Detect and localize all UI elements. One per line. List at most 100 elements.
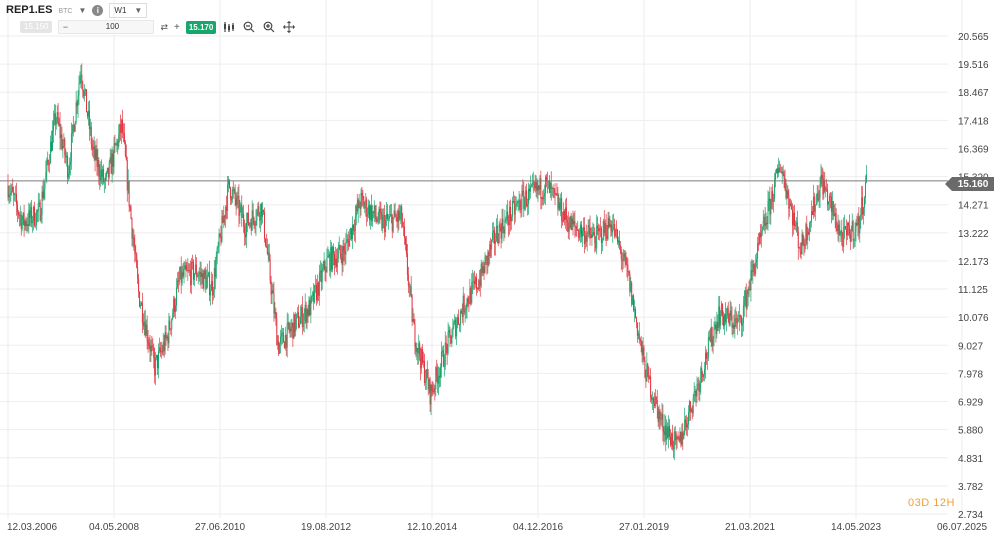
candle-body — [29, 210, 31, 218]
candle-body — [834, 213, 836, 217]
candle-body — [159, 347, 161, 353]
candle — [715, 321, 717, 343]
candle-body — [269, 259, 271, 281]
candle-body — [109, 156, 111, 162]
timeframe-select[interactable]: W1 ▼ — [109, 2, 148, 18]
candle — [522, 179, 524, 197]
candle — [835, 208, 837, 232]
candle-body — [417, 347, 419, 354]
candle — [587, 219, 589, 237]
candle-body — [578, 230, 580, 238]
candle — [106, 167, 108, 174]
candle-body — [20, 214, 22, 229]
candle — [834, 203, 836, 228]
candle — [396, 210, 398, 228]
candle-body — [386, 213, 388, 219]
candle-body — [140, 305, 141, 307]
candle-body — [352, 224, 354, 231]
candle — [774, 172, 776, 202]
symbol-dropdown-icon[interactable]: ▼ — [78, 5, 87, 15]
candle-body — [473, 280, 475, 282]
crosshair-move-icon[interactable] — [282, 20, 296, 34]
candle-body — [454, 319, 456, 323]
candle-body — [627, 265, 629, 272]
candle-body — [394, 210, 396, 217]
candle-body — [270, 280, 272, 295]
candle — [207, 263, 209, 288]
candle-body — [174, 299, 176, 312]
candle — [606, 225, 608, 241]
candle-body — [514, 206, 516, 215]
candle-body — [549, 182, 551, 194]
zoom-in-icon[interactable] — [262, 20, 276, 34]
candle-body — [477, 288, 479, 289]
candle — [458, 323, 460, 332]
candle — [144, 309, 146, 338]
candle — [121, 118, 123, 144]
sell-price-button[interactable]: 15.150 — [20, 21, 53, 33]
candle-body — [296, 313, 298, 320]
candle — [486, 255, 488, 275]
date-tick-label: 27.06.2010 — [195, 522, 245, 533]
candle-type-icon[interactable] — [222, 20, 236, 34]
candle — [160, 341, 162, 359]
candle-body — [372, 211, 374, 214]
candle-body — [7, 185, 9, 198]
candle-body — [712, 338, 714, 347]
candle-body — [183, 269, 185, 277]
candle — [403, 221, 405, 237]
candle-body — [152, 346, 154, 348]
candle-body — [713, 327, 715, 339]
candle — [417, 347, 419, 365]
candle-body — [167, 336, 169, 344]
candle-body — [294, 314, 296, 332]
candle-body — [811, 211, 813, 215]
info-icon[interactable]: i — [92, 4, 104, 16]
timeframe-shortcut-day[interactable]: 03D — [908, 497, 930, 509]
candle-body — [278, 341, 280, 354]
candle — [462, 286, 464, 326]
candle-body — [810, 221, 812, 223]
candle — [593, 224, 595, 236]
candle-body — [562, 220, 564, 222]
price-tick-label: 19.516 — [958, 60, 989, 71]
candle-body — [197, 276, 199, 278]
candle — [45, 160, 47, 182]
instrument-symbol[interactable]: REP1.ES — [6, 4, 53, 16]
candle-body — [125, 156, 127, 160]
candle-body — [424, 380, 426, 383]
candle-body — [333, 246, 335, 254]
date-tick-label: 21.03.2021 — [725, 522, 775, 533]
swap-icon[interactable]: ⇄ — [160, 21, 169, 32]
candle — [175, 298, 177, 319]
quantity-stepper[interactable]: − 100 — [58, 20, 155, 34]
candle-body — [217, 246, 219, 248]
increase-quantity-button[interactable]: + — [174, 21, 180, 33]
candle — [731, 306, 733, 335]
candle — [671, 424, 673, 451]
decrease-quantity-button[interactable]: − — [62, 22, 69, 32]
quantity-input[interactable]: 100 — [105, 22, 120, 31]
candle-body — [445, 342, 447, 346]
candle — [395, 213, 397, 222]
candle-body — [832, 201, 834, 216]
candle — [447, 322, 449, 356]
candle-body — [849, 234, 851, 242]
candle — [724, 302, 726, 325]
timeframe-shortcut-hour[interactable]: 12H — [933, 497, 955, 509]
candle — [808, 228, 810, 236]
zoom-out-icon[interactable] — [242, 20, 256, 34]
buy-price-button[interactable]: 15.170 — [185, 20, 217, 34]
candle-body — [432, 390, 434, 393]
candle — [847, 221, 849, 236]
candle — [147, 329, 149, 353]
candle — [492, 222, 494, 243]
candle-body — [343, 246, 345, 252]
candle — [377, 211, 379, 225]
candle-body — [337, 250, 339, 259]
candle-body — [448, 330, 450, 333]
candle — [648, 366, 650, 383]
candle-body — [584, 235, 586, 244]
time-axis[interactable]: 12.03.2006 04.05.2008 27.06.2010 19.08.2012… — [7, 522, 987, 533]
